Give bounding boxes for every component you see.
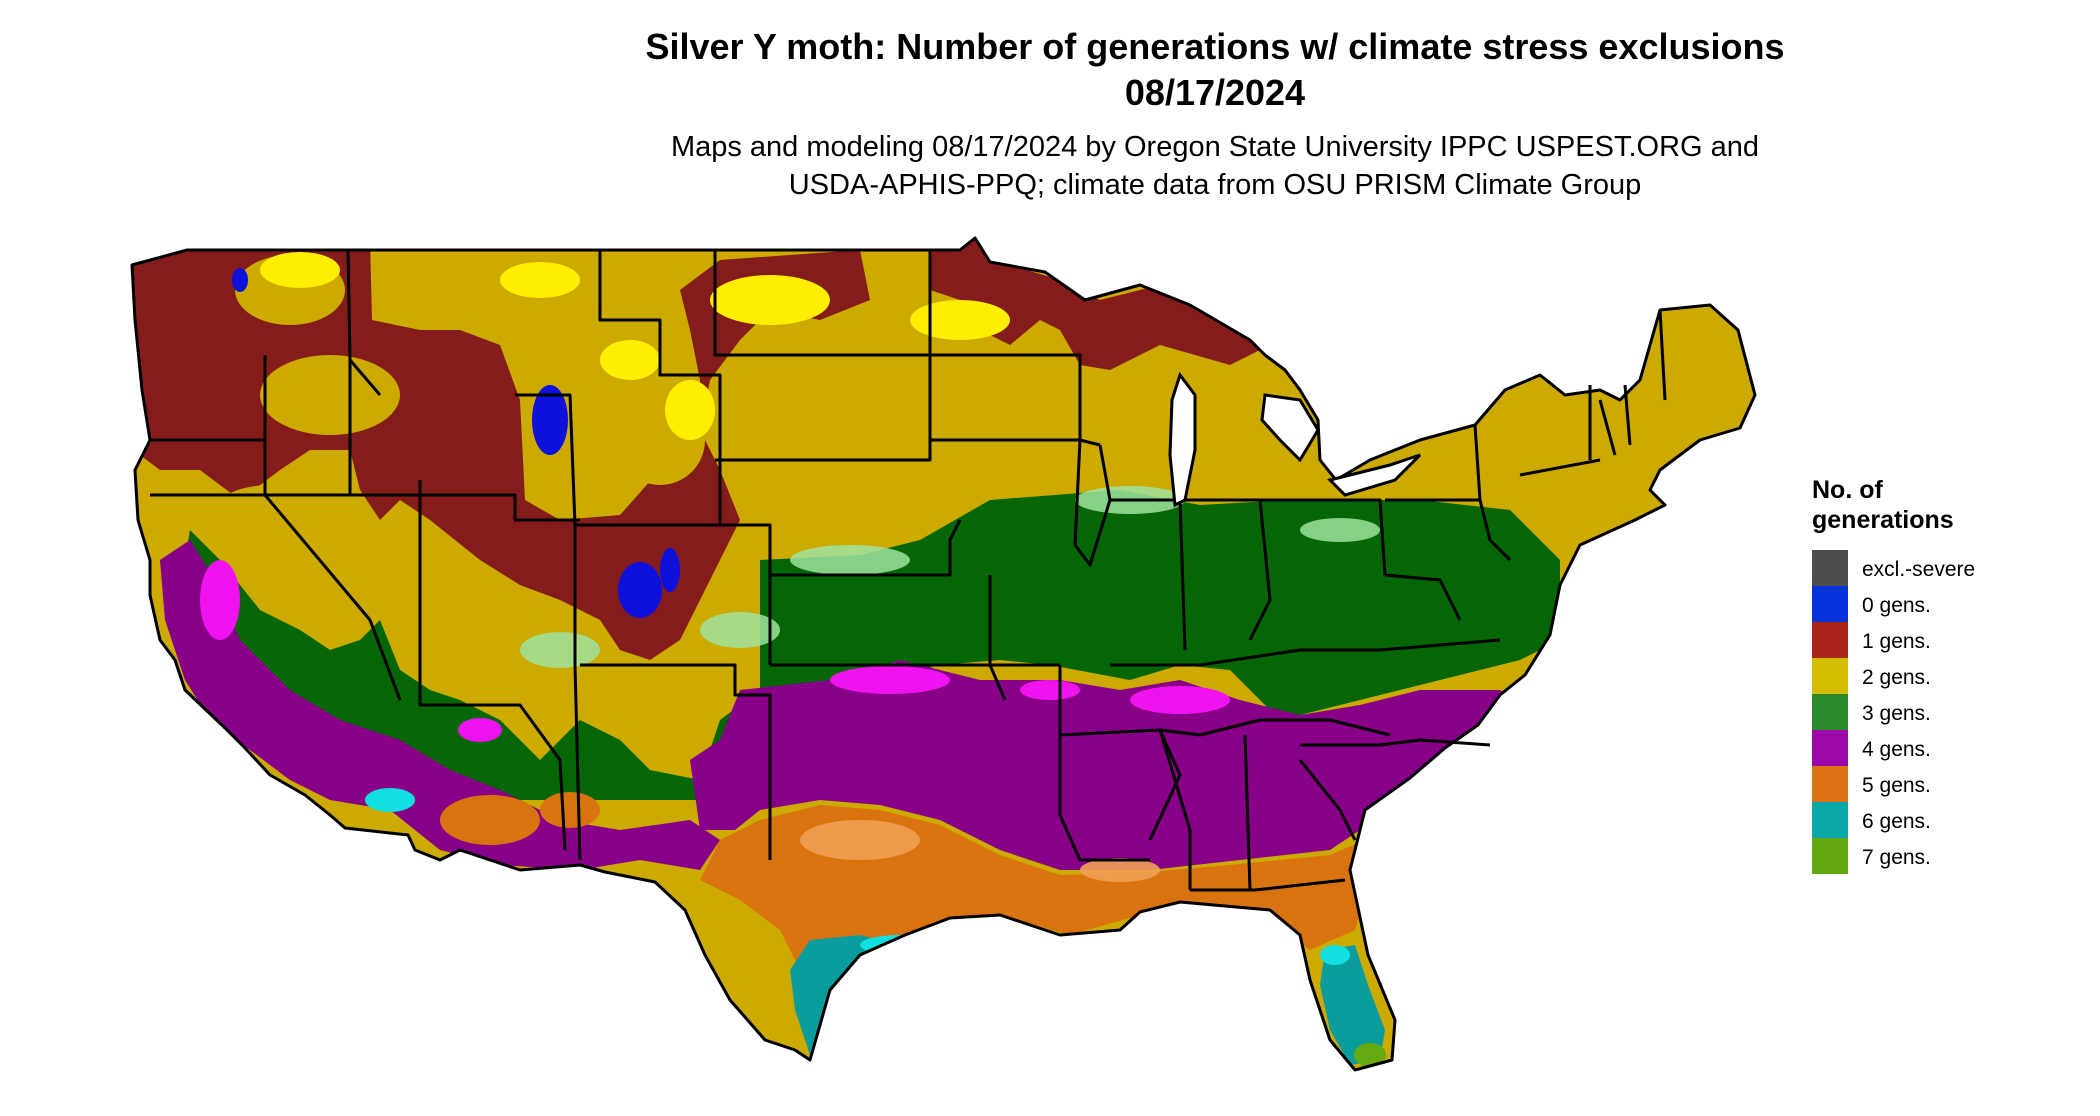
map-subtitle: Maps and modeling 08/17/2024 by Oregon S… [0, 128, 2100, 204]
legend-label: excl.-severe [1862, 558, 1975, 581]
zone-5-gens-west [440, 792, 600, 845]
legend-label: 3 gens. [1862, 702, 1931, 725]
legend-swatch [1812, 550, 1848, 586]
legend-swatch [1812, 658, 1848, 694]
map-title-date: 08/17/2024 [1124, 72, 1306, 113]
zone-1-gens-northwest [132, 240, 870, 660]
legend: No. of generations excl.-severe 0 gens. 1 … [1812, 476, 1975, 874]
lake-huron [1260, 393, 1320, 463]
zone-4-gens-southwest [160, 540, 720, 870]
great-lakes [1168, 371, 1422, 508]
legend-swatch [1812, 766, 1848, 802]
legend-swatch [1812, 730, 1848, 766]
zone-0-gens [232, 268, 680, 618]
map-subtitle-line2: USDA-APHIS-PPQ; climate data from OSU PR… [788, 169, 1642, 201]
map-title: Silver Y moth: Number of generations w/ … [0, 24, 2100, 116]
zone-magenta [200, 560, 1230, 742]
legend-label: 5 gens. [1862, 774, 1931, 797]
map-subtitle-line1: Maps and modeling 08/17/2024 by Oregon S… [670, 131, 1760, 163]
legend-swatch [1812, 586, 1848, 622]
legend-label: 7 gens. [1862, 846, 1931, 869]
zone-light-orange [800, 820, 1160, 882]
legend-label: 2 gens. [1862, 666, 1931, 689]
zone-6-gens-texas [790, 935, 960, 1070]
lake-erie [1327, 453, 1422, 497]
zone-1-gens-lakes [930, 240, 1270, 370]
legend-title-line2: generations [1812, 506, 1954, 534]
zone-7-gens [1354, 1043, 1386, 1067]
lake-michigan [1168, 371, 1197, 508]
map-title-line1: Silver Y moth: Number of generations w/ … [645, 26, 1785, 67]
legend-swatch [1812, 694, 1848, 730]
legend-swatch [1812, 802, 1848, 838]
zone-yellow-patches [260, 252, 1010, 440]
zone-3-gens [180, 490, 1560, 800]
legend-swatch [1812, 622, 1848, 658]
legend-label: 6 gens. [1862, 810, 1931, 833]
legend-label: 4 gens. [1862, 738, 1931, 761]
state-boundaries [130, 236, 1757, 1072]
legend-swatch [1812, 838, 1848, 874]
zone-4-gens-south [690, 660, 1530, 870]
zone-6-gens-florida [1320, 945, 1385, 1065]
legend-label: 1 gens. [1862, 630, 1931, 653]
legend-items: excl.-severe 0 gens. 1 gens. 2 gens. 3 gens.… [1812, 550, 1975, 874]
legend-label: 0 gens. [1862, 594, 1931, 617]
legend-title-line1: No. of [1812, 476, 1883, 504]
